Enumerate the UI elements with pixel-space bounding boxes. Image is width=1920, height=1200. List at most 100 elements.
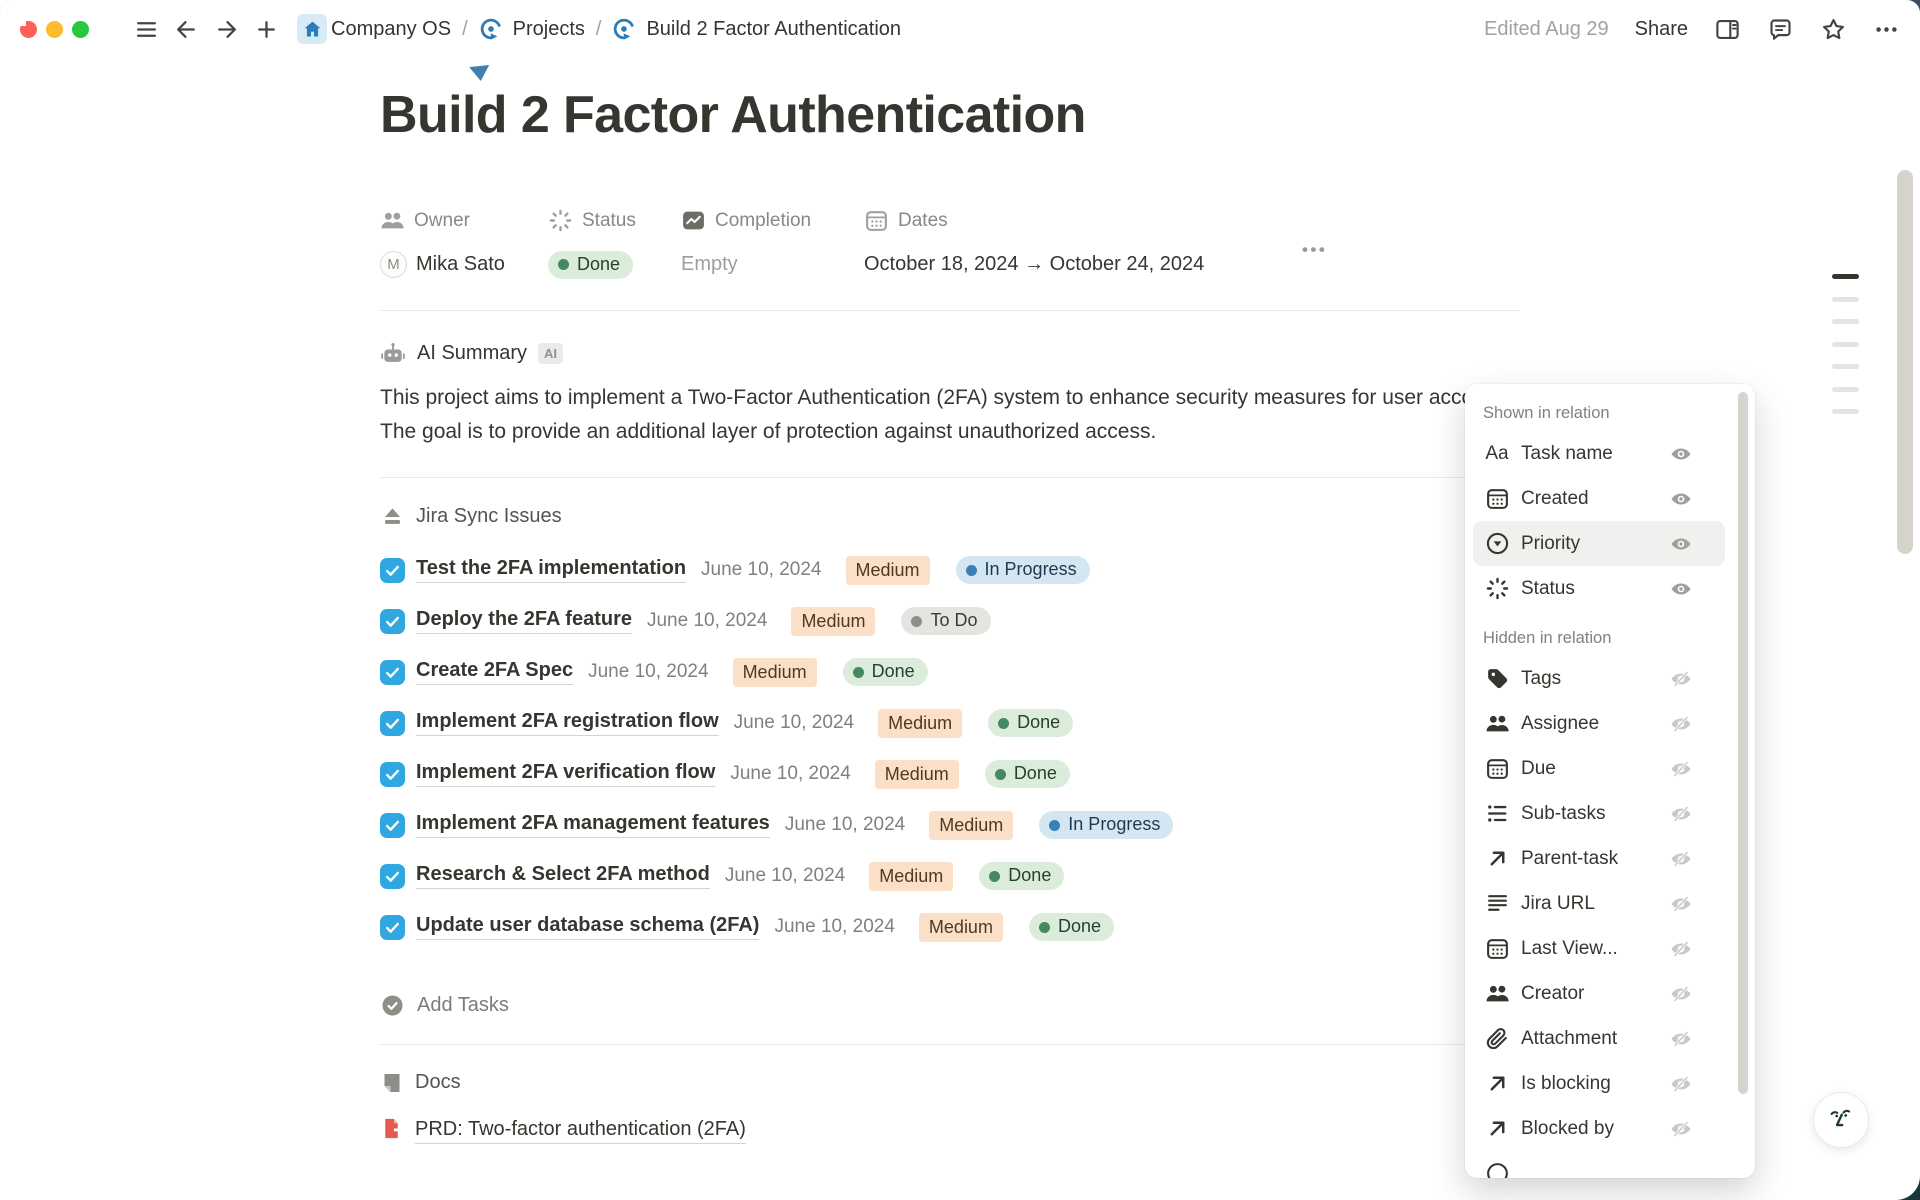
popover-item-clipped[interactable] — [1473, 1151, 1725, 1178]
status-badge[interactable]: To Do — [901, 607, 991, 636]
eye-off-icon[interactable] — [1669, 937, 1693, 961]
zoom-window-button[interactable] — [72, 20, 89, 38]
popover-item-last-view-[interactable]: Last View... — [1473, 926, 1725, 971]
task-checkbox-checked[interactable] — [380, 812, 405, 838]
eye-off-icon[interactable] — [1669, 1072, 1693, 1096]
eye-icon[interactable] — [1669, 442, 1693, 466]
task-title-link[interactable]: Deploy the 2FA feature — [416, 608, 632, 635]
priority-badge[interactable]: Medium — [869, 861, 954, 891]
breadcrumb-current-page[interactable]: Build 2 Factor Authentication — [646, 17, 902, 40]
popover-item-parent-task[interactable]: Parent-task — [1473, 836, 1725, 881]
eye-off-icon[interactable] — [1669, 1027, 1693, 1051]
eye-off-icon[interactable] — [1669, 712, 1693, 736]
status-badge[interactable]: In Progress — [955, 556, 1090, 585]
eye-icon[interactable] — [1669, 577, 1693, 601]
comments-icon[interactable] — [1767, 16, 1794, 43]
page-title[interactable]: Build 2 Factor Authentication — [380, 86, 1086, 144]
eye-off-icon[interactable] — [1669, 982, 1693, 1006]
task-checkbox-checked[interactable] — [380, 863, 405, 889]
outline-dash[interactable] — [1832, 386, 1859, 392]
task-title-link[interactable]: Implement 2FA management features — [416, 812, 770, 839]
popover-item-tags[interactable]: Tags — [1473, 656, 1725, 701]
completion-value[interactable]: Empty — [681, 253, 738, 276]
task-title-link[interactable]: Implement 2FA verification flow — [416, 761, 716, 788]
property-dates[interactable]: Dates — [864, 208, 1520, 233]
eye-off-icon[interactable] — [1669, 667, 1693, 691]
notion-ai-face-button[interactable] — [1813, 1092, 1869, 1148]
task-title-link[interactable]: Test the 2FA implementation — [416, 557, 687, 584]
breadcrumb-projects[interactable]: Projects — [512, 17, 585, 40]
outline-dash[interactable] — [1832, 364, 1859, 369]
task-title-link[interactable]: Update user database schema (2FA) — [416, 914, 760, 941]
status-badge[interactable]: Done — [984, 760, 1070, 789]
property-owner[interactable]: Owner — [380, 208, 548, 233]
popover-item-task-name[interactable]: Aa Task name — [1473, 431, 1725, 476]
eye-off-icon[interactable] — [1669, 892, 1693, 916]
popover-item-sub-tasks[interactable]: Sub-tasks — [1473, 791, 1725, 836]
property-status[interactable]: Status — [548, 208, 681, 233]
priority-badge[interactable]: Medium — [929, 810, 1014, 840]
popover-item-priority[interactable]: Priority — [1473, 521, 1725, 566]
popover-item-blocked-by[interactable]: Blocked by — [1473, 1106, 1725, 1151]
back-icon[interactable] — [169, 12, 203, 46]
eye-icon[interactable] — [1669, 532, 1693, 556]
outline-dash[interactable] — [1832, 274, 1859, 279]
outline-dash[interactable] — [1832, 319, 1859, 324]
task-checkbox-checked[interactable] — [380, 608, 405, 634]
status-badge[interactable]: Done — [842, 658, 928, 687]
eye-icon[interactable] — [1669, 487, 1693, 511]
outline-dash[interactable] — [1832, 296, 1859, 302]
breadcrumb-company-os[interactable]: Company OS — [331, 17, 452, 40]
popover-item-due[interactable]: Due — [1473, 746, 1725, 791]
minimize-window-button[interactable] — [46, 20, 63, 38]
popover-item-status[interactable]: Status — [1473, 566, 1725, 611]
popover-item-assignee[interactable]: Assignee — [1473, 701, 1725, 746]
eye-off-icon[interactable] — [1669, 757, 1693, 781]
priority-badge[interactable]: Medium — [918, 912, 1003, 942]
popover-item-attachment[interactable]: Attachment — [1473, 1016, 1725, 1061]
popover-item-is-blocking[interactable]: Is blocking — [1473, 1061, 1725, 1106]
status-badge[interactable]: Done — [979, 862, 1065, 891]
task-checkbox-checked[interactable] — [380, 761, 405, 787]
properties-more-icon[interactable]: ••• — [1302, 239, 1328, 259]
eye-off-icon[interactable] — [1669, 802, 1693, 826]
task-checkbox-checked[interactable] — [380, 914, 405, 940]
property-completion[interactable]: Completion — [681, 208, 864, 233]
page-scrollbar[interactable] — [1897, 170, 1913, 554]
new-page-icon[interactable] — [249, 12, 283, 46]
forward-icon[interactable] — [209, 12, 243, 46]
task-checkbox-checked[interactable] — [380, 710, 405, 736]
eye-off-icon[interactable] — [1669, 847, 1693, 871]
status-badge[interactable]: Done — [1028, 913, 1114, 942]
page-outline-indicator[interactable] — [1832, 274, 1859, 432]
more-options-icon[interactable] — [1873, 16, 1900, 43]
popover-item-created[interactable]: Created — [1473, 476, 1725, 521]
priority-badge[interactable]: Medium — [878, 708, 963, 738]
outline-dash[interactable] — [1832, 409, 1859, 414]
popover-scrollbar[interactable] — [1738, 392, 1748, 1094]
task-title-link[interactable]: Implement 2FA registration flow — [416, 710, 719, 737]
side-panel-toggle-icon[interactable] — [1714, 16, 1741, 43]
priority-badge[interactable]: Medium — [791, 606, 876, 636]
status-badge[interactable]: In Progress — [1039, 811, 1174, 840]
doc-link[interactable]: PRD: Two-factor authentication (2FA) — [415, 1118, 746, 1144]
share-button[interactable]: Share — [1634, 17, 1688, 40]
dates-value[interactable]: October 18, 2024 → October 24, 2024 — [864, 253, 1205, 276]
add-tasks-button[interactable]: Add Tasks — [380, 993, 1520, 1018]
popover-item-jira-url[interactable]: Jira URL — [1473, 881, 1725, 926]
owner-value[interactable]: M Mika Sato — [380, 251, 548, 279]
task-title-link[interactable]: Create 2FA Spec — [416, 659, 574, 686]
task-title-link[interactable]: Research & Select 2FA method — [416, 863, 710, 890]
status-badge[interactable]: Done — [988, 709, 1074, 738]
popover-item-creator[interactable]: Creator — [1473, 971, 1725, 1016]
task-checkbox-checked[interactable] — [380, 659, 405, 685]
eye-off-icon[interactable] — [1669, 1117, 1693, 1141]
favorite-star-icon[interactable] — [1820, 16, 1847, 43]
priority-badge[interactable]: Medium — [732, 657, 817, 687]
status-value[interactable]: Done — [548, 250, 681, 279]
task-checkbox-checked[interactable] — [380, 557, 405, 583]
priority-badge[interactable]: Medium — [845, 555, 930, 585]
outline-dash[interactable] — [1832, 341, 1859, 347]
home-icon[interactable] — [297, 14, 327, 44]
sidebar-menu-icon[interactable] — [129, 12, 163, 46]
